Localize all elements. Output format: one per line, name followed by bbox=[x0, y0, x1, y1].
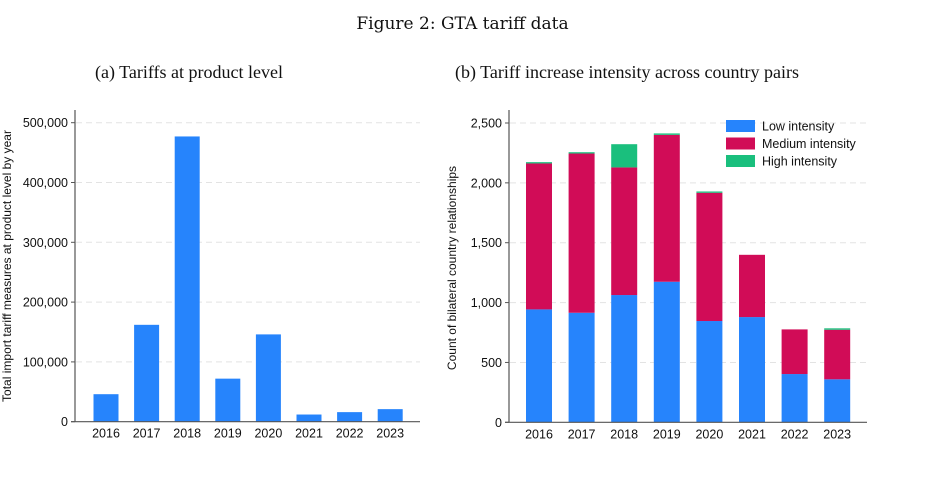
bar-low-intensity-2016 bbox=[526, 309, 552, 423]
chart-a: 0 100,000 200,000 300,000 400,000 500,000 2016… bbox=[0, 110, 420, 441]
bar-medium-intensity-2023 bbox=[824, 329, 851, 380]
chart-b-title: (b) Tariff increase intensity across cou… bbox=[455, 62, 799, 82]
bar-medium-intensity-2016 bbox=[526, 163, 552, 310]
legend-swatch-medium-intensity bbox=[726, 137, 755, 150]
x-tick-label: 2020 bbox=[254, 427, 282, 441]
bar-2018 bbox=[174, 136, 200, 422]
y-tick-label: 1,000 bbox=[471, 296, 502, 310]
bar-medium-intensity-2020 bbox=[696, 192, 723, 322]
y-tick-label: 200,000 bbox=[23, 296, 68, 310]
chart-b-legend: Low intensity Medium intensity High intens… bbox=[726, 120, 857, 169]
x-tick-label: 2019 bbox=[214, 427, 242, 441]
x-tick-label: 2021 bbox=[738, 427, 766, 441]
x-tick-label: 2017 bbox=[133, 427, 161, 441]
x-tick-label: 2023 bbox=[376, 427, 404, 441]
y-tick-label: 0 bbox=[495, 416, 502, 430]
legend-label: Low intensity bbox=[762, 120, 835, 134]
bar-2016 bbox=[93, 394, 119, 422]
legend-label: High intensity bbox=[762, 155, 838, 169]
x-tick-label: 2022 bbox=[336, 427, 364, 441]
chart-b-bars bbox=[526, 133, 851, 423]
bar-low-intensity-2020 bbox=[696, 321, 723, 423]
chart-a-title: (a) Tariffs at product level bbox=[95, 62, 283, 82]
legend-swatch-high-intensity bbox=[726, 155, 755, 167]
chart-a-y-axis-title: Total import tariff measures at product … bbox=[0, 130, 14, 402]
bar-medium-intensity-2019 bbox=[653, 134, 680, 282]
bar-low-intensity-2018 bbox=[611, 295, 638, 423]
x-tick-label: 2022 bbox=[781, 427, 809, 441]
chart-a-bars bbox=[93, 136, 403, 422]
bar-high-intensity-2019 bbox=[653, 133, 680, 135]
legend-label: Medium intensity bbox=[762, 137, 857, 151]
bar-2020 bbox=[255, 334, 281, 422]
bar-low-intensity-2019 bbox=[653, 281, 680, 423]
x-tick-label: 2016 bbox=[92, 427, 120, 441]
y-tick-label: 2,000 bbox=[471, 176, 502, 190]
y-tick-label: 100,000 bbox=[23, 355, 68, 369]
x-tick-label: 2020 bbox=[695, 427, 723, 441]
x-tick-label: 2018 bbox=[173, 427, 201, 441]
x-tick-label: 2016 bbox=[525, 427, 553, 441]
x-tick-label: 2021 bbox=[295, 427, 323, 441]
bar-low-intensity-2023 bbox=[824, 379, 851, 423]
y-tick-label: 500 bbox=[481, 356, 502, 370]
y-tick-label: 400,000 bbox=[23, 176, 68, 190]
bar-high-intensity-2020 bbox=[696, 191, 723, 193]
x-tick-label: 2019 bbox=[653, 427, 681, 441]
bar-low-intensity-2022 bbox=[781, 374, 808, 423]
bar-2019 bbox=[215, 378, 241, 422]
figure-title: Figure 2: GTA tariff data bbox=[356, 14, 569, 34]
bar-high-intensity-2023 bbox=[824, 328, 851, 330]
bar-2017 bbox=[134, 324, 160, 422]
x-tick-label: 2017 bbox=[568, 427, 596, 441]
bar-medium-intensity-2018 bbox=[611, 167, 638, 296]
bar-high-intensity-2018 bbox=[611, 144, 638, 168]
bar-low-intensity-2021 bbox=[739, 317, 765, 423]
bar-medium-intensity-2022 bbox=[781, 329, 808, 375]
bar-high-intensity-2016 bbox=[526, 162, 552, 164]
y-tick-label: 2,500 bbox=[471, 117, 502, 131]
y-tick-label: 0 bbox=[61, 415, 68, 429]
bar-high-intensity-2017 bbox=[568, 152, 595, 154]
bar-2022 bbox=[337, 412, 363, 422]
legend-swatch-low-intensity bbox=[726, 120, 755, 132]
y-tick-label: 500,000 bbox=[23, 116, 68, 130]
chart-a-gridlines bbox=[76, 122, 420, 363]
bar-medium-intensity-2017 bbox=[568, 153, 595, 313]
y-tick-label: 1,500 bbox=[471, 236, 502, 250]
chart-b-axes: 0 500 1,000 1,500 2,000 2,500 2016 2017 2018 2019… bbox=[471, 110, 867, 441]
bar-2023 bbox=[377, 409, 403, 422]
y-tick-label: 300,000 bbox=[23, 236, 68, 250]
x-tick-label: 2018 bbox=[610, 427, 638, 441]
chart-a-axes: 0 100,000 200,000 300,000 400,000 500,000 2016… bbox=[23, 110, 420, 441]
bar-medium-intensity-2021 bbox=[739, 254, 765, 318]
chart-b-y-axis-title: Count of bilateral country relationships bbox=[445, 166, 459, 370]
bar-2021 bbox=[296, 414, 322, 422]
chart-b: 0 500 1,000 1,500 2,000 2,500 2016 2017 2018 2019… bbox=[445, 110, 867, 441]
bar-low-intensity-2017 bbox=[568, 312, 595, 423]
x-tick-label: 2023 bbox=[823, 427, 851, 441]
